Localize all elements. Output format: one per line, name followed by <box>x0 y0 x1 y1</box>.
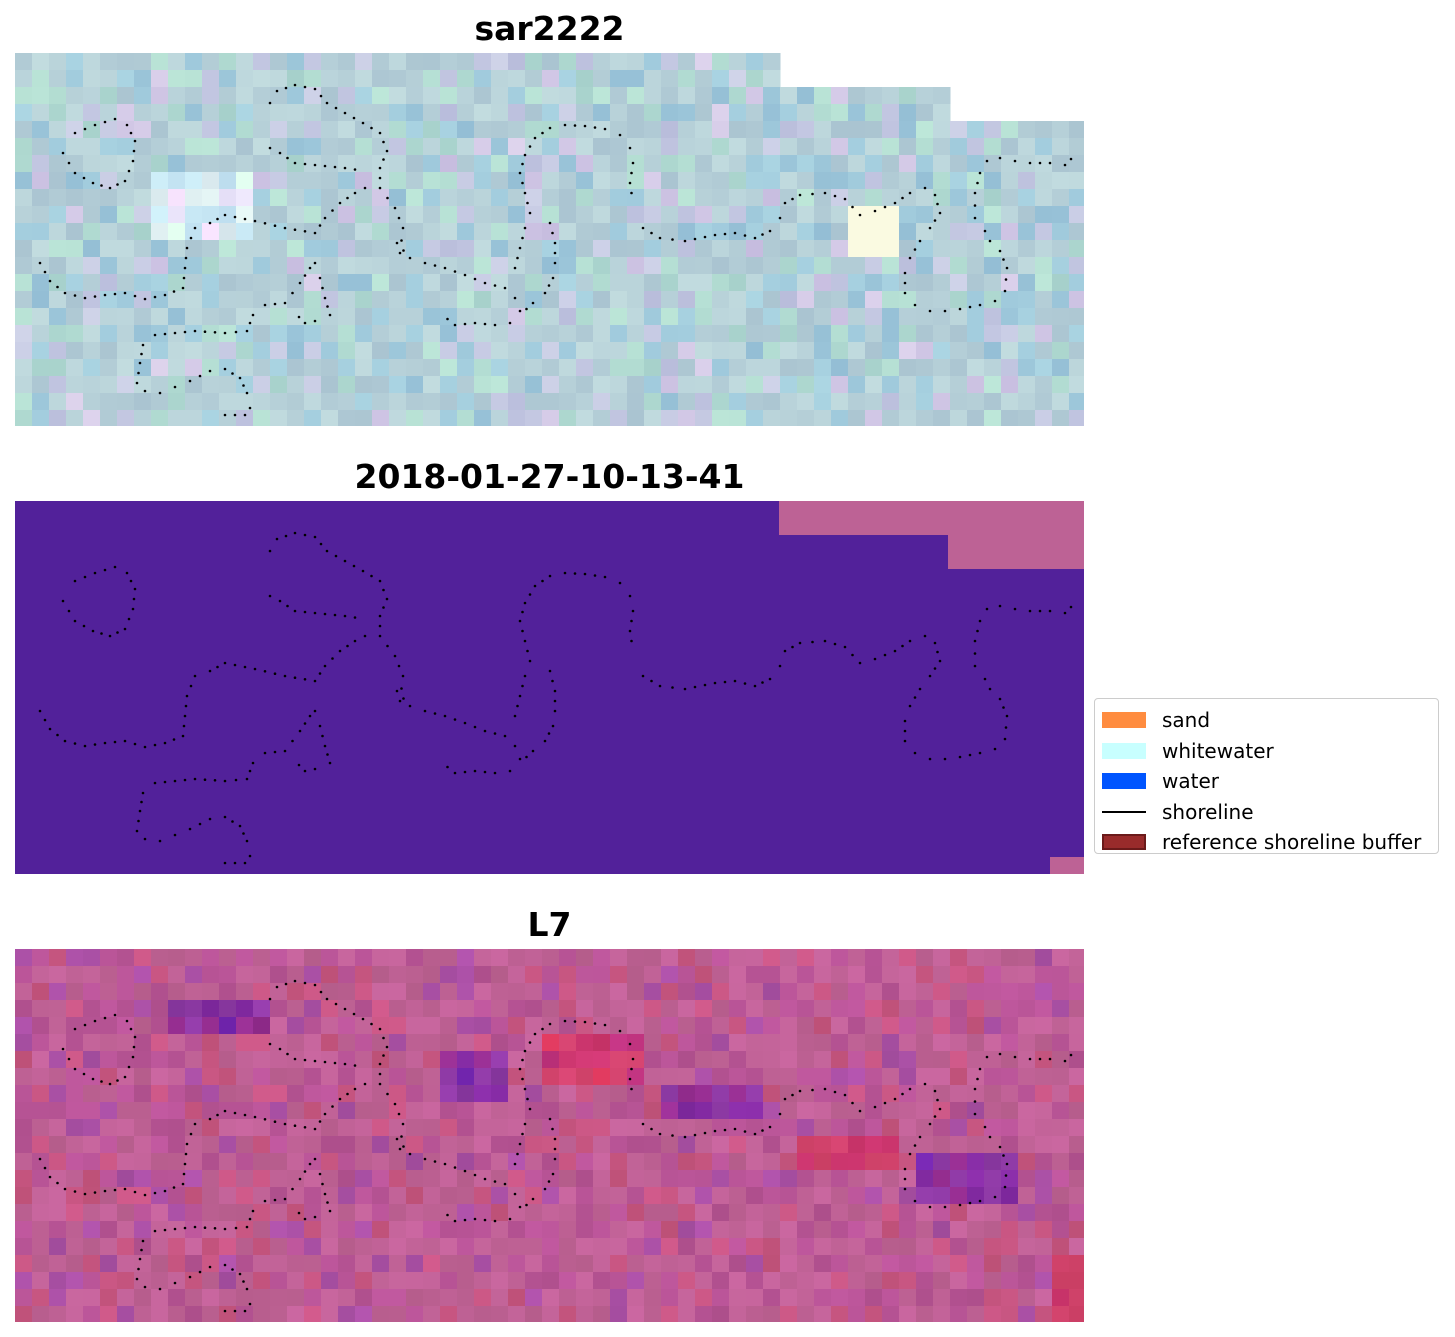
sand-swatch <box>1102 712 1146 729</box>
legend-label-sand: sand <box>1162 708 1211 733</box>
legend-label-whitewater: whitewater <box>1162 738 1274 763</box>
water-swatch <box>1102 773 1146 790</box>
legend-label-shoreline: shoreline <box>1162 799 1254 824</box>
panel-title-1: sar2222 <box>474 9 625 48</box>
legend-item-reference-buffer: reference shoreline buffer <box>1102 827 1438 858</box>
panel-title-3: L7 <box>527 905 572 944</box>
l7-image-panel <box>15 949 1084 1322</box>
legend-label-water: water <box>1162 769 1219 794</box>
panel-title-2: 2018-01-27-10-13-41 <box>354 457 745 496</box>
legend-item-whitewater: whitewater <box>1102 736 1438 767</box>
shoreline-line-swatch <box>1102 810 1146 813</box>
legend-item-water: water <box>1102 766 1438 797</box>
sar-image-panel <box>15 53 1084 426</box>
legend-label-reference-buffer: reference shoreline buffer <box>1162 830 1422 855</box>
reference-buffer-swatch <box>1102 834 1146 851</box>
whitewater-swatch <box>1102 742 1146 759</box>
classification-image-panel <box>15 501 1084 874</box>
legend-item-shoreline: shoreline <box>1102 797 1438 828</box>
legend: sand whitewater water shoreline referenc… <box>1094 698 1439 854</box>
legend-item-sand: sand <box>1102 705 1438 736</box>
